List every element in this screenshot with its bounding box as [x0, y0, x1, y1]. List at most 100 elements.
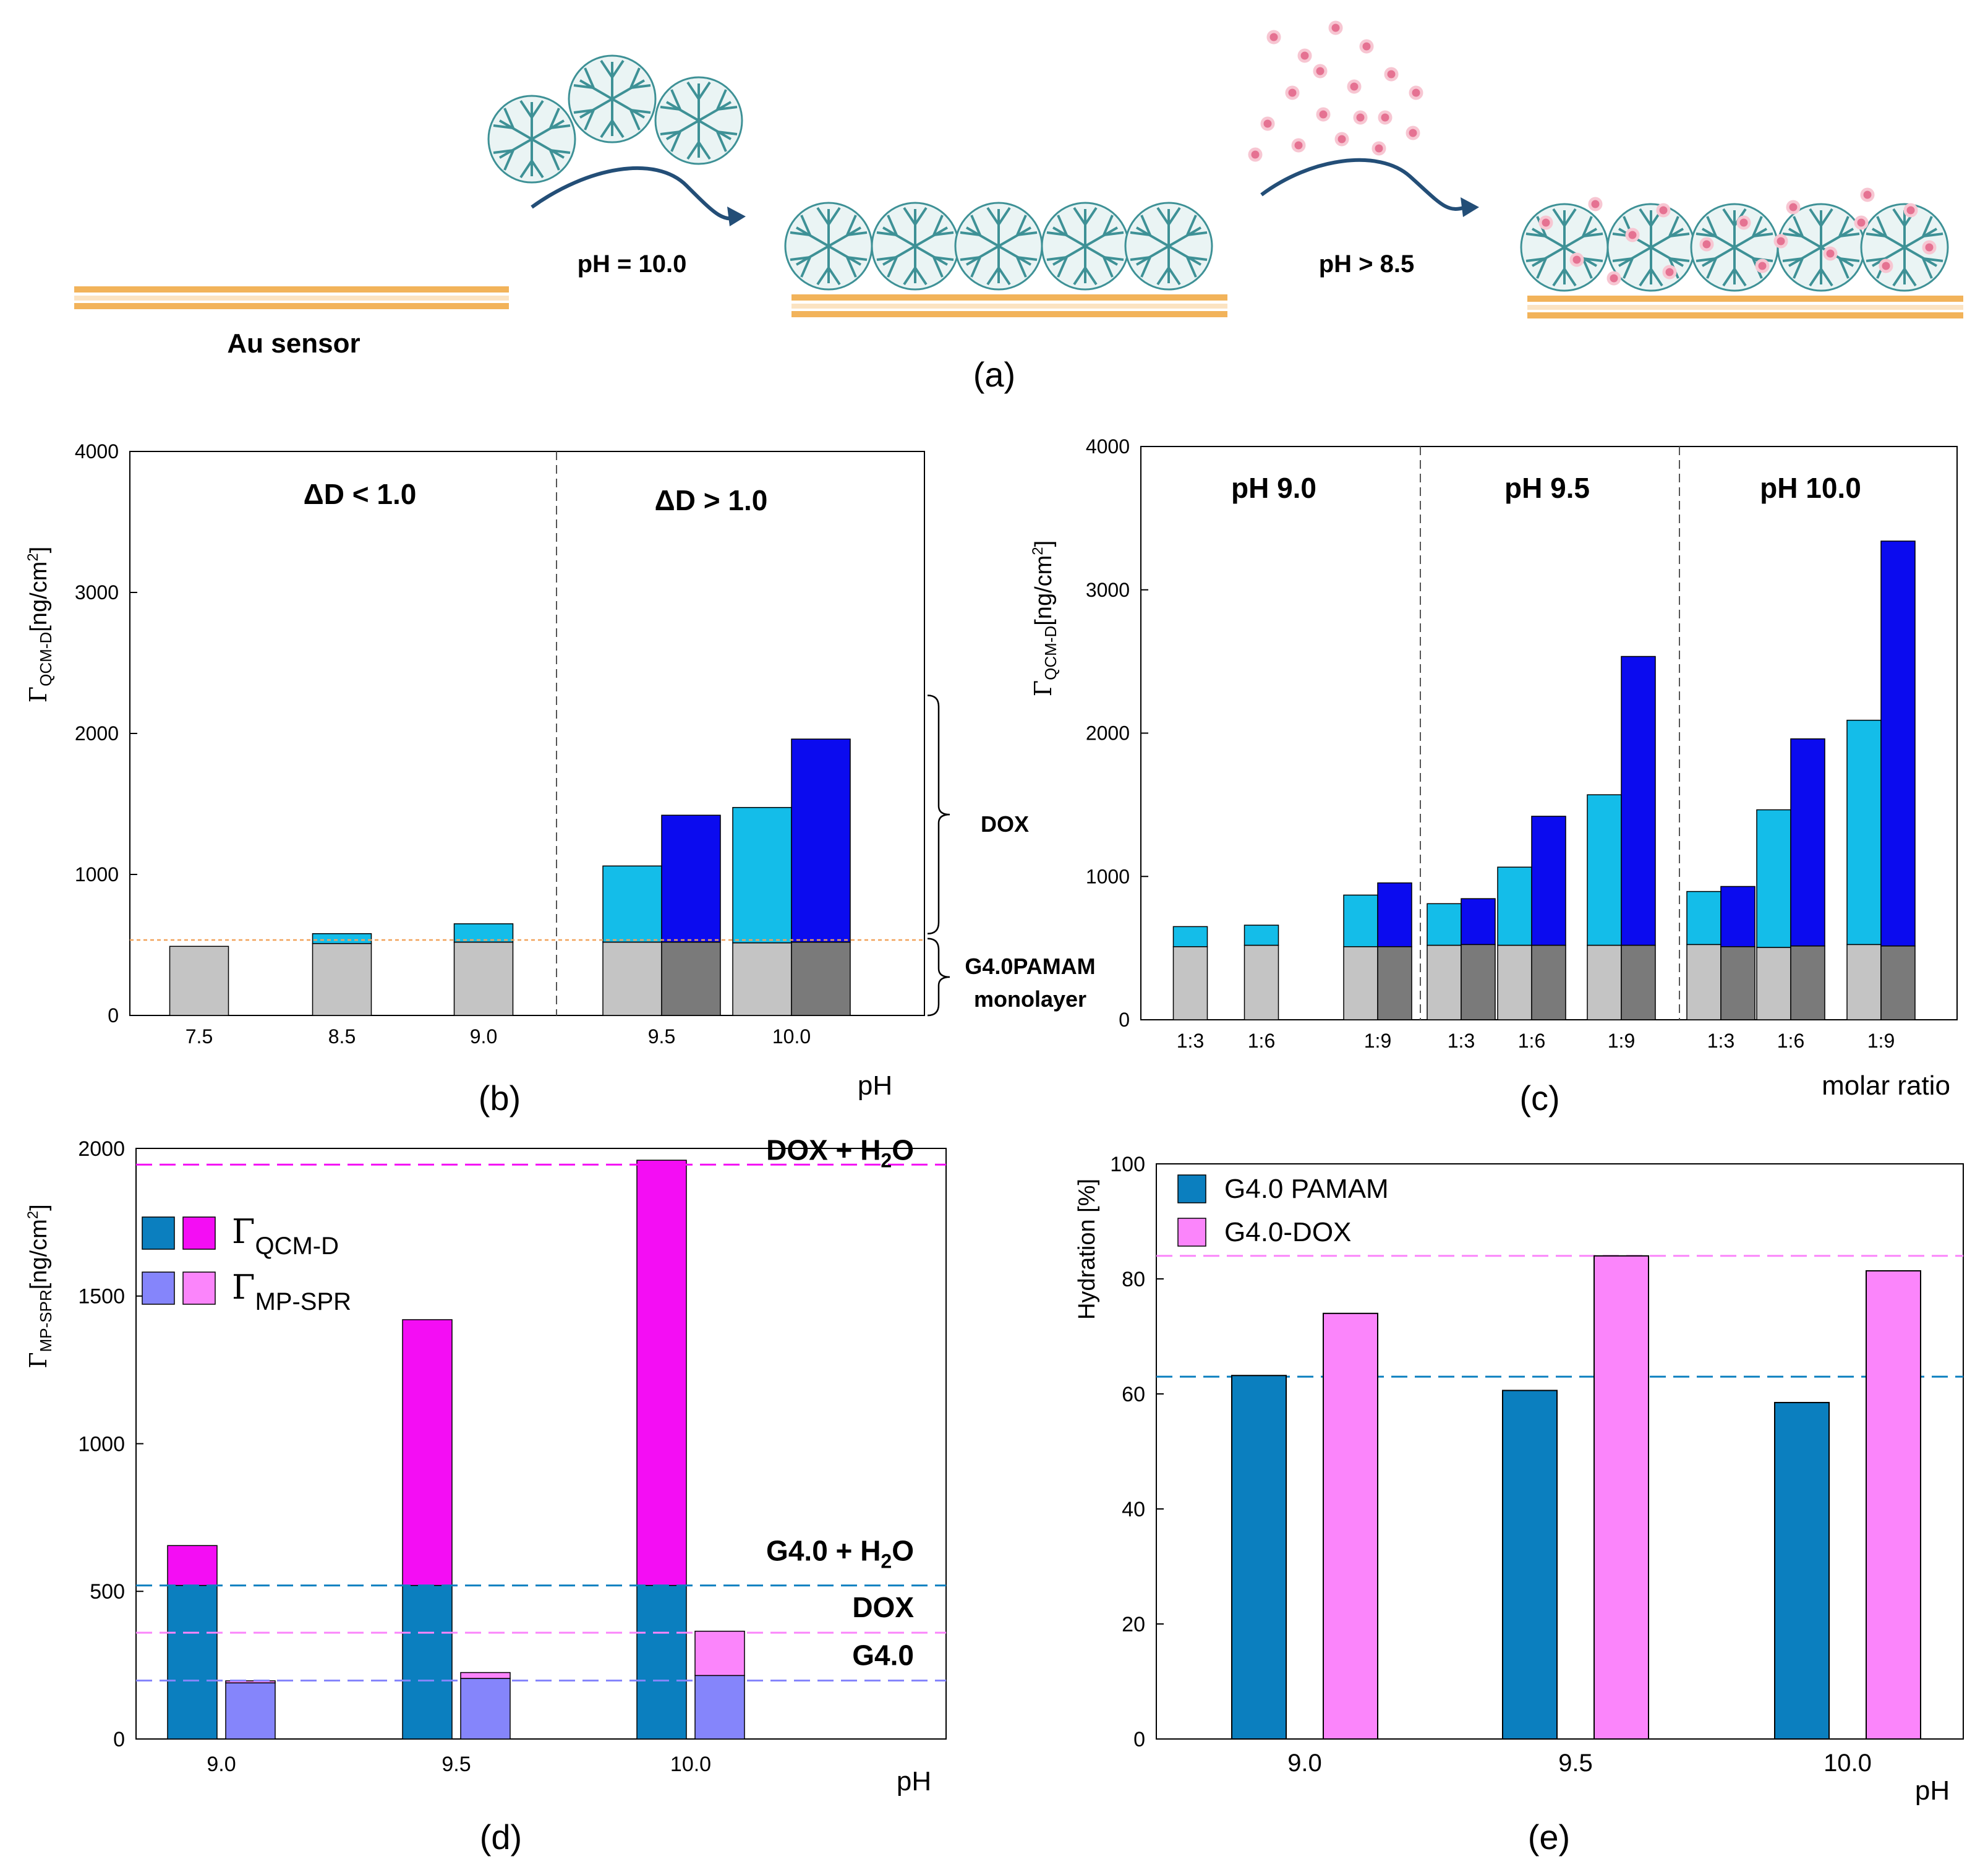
bar — [1593, 1255, 1649, 1740]
legend-swatch-pink — [182, 1271, 216, 1305]
arrow-icon — [531, 166, 743, 221]
region-label: ΔD > 1.0 — [655, 484, 768, 516]
x-tick-label: 9.5 — [1558, 1750, 1593, 1777]
bar-layer — [1231, 1255, 1921, 1740]
legend-swatch-teal — [1177, 1174, 1206, 1203]
legend-label-qcmd: ΓQCM-D — [232, 1212, 339, 1260]
y-axis-label: ΓQCM-D[ng/cm2] — [1030, 540, 1060, 696]
bar-top-segment — [602, 865, 662, 943]
dendrimer-dox-layer-icon — [1520, 189, 1949, 292]
y-tick-label: 1000 — [75, 863, 119, 886]
panel-e: 0 20 40 60 80 100 9.0 9.5 10.0 G4.0 PAMAM G4.0-D… — [1074, 1153, 1964, 1856]
bar-base-segment — [602, 941, 662, 1016]
legend-label: G4.0-DOX — [1224, 1217, 1351, 1247]
legend-swatch-teal — [142, 1216, 175, 1250]
monolayer-brace-label: monolayer — [974, 986, 1086, 1012]
dendrimer-icon — [487, 54, 743, 184]
reference-line-label: G4.0 — [852, 1639, 914, 1671]
bar — [1231, 1375, 1287, 1740]
arrow-head-icon — [1461, 197, 1479, 217]
dendrimer-layer-icon — [784, 202, 1213, 291]
y-tick-label: 2000 — [78, 1137, 125, 1161]
y-tick-label: 2000 — [75, 722, 119, 745]
gold-sensor-icon — [74, 286, 509, 309]
bar-base-segment — [453, 941, 514, 1016]
bar-layer — [167, 1160, 745, 1740]
x-tick-label: 1:9 — [1364, 1030, 1391, 1052]
bar-top-segment — [1461, 898, 1496, 946]
y-tick-label: 1000 — [1086, 865, 1130, 887]
legend-swatch-magenta — [182, 1216, 216, 1250]
y-tick-label: 1000 — [78, 1432, 125, 1456]
legend-swatch-pink — [1177, 1218, 1206, 1247]
y-tick-label: 100 — [1110, 1153, 1145, 1176]
bar-base-segment — [636, 1584, 687, 1740]
region-label: pH 10.0 — [1760, 472, 1861, 504]
bar-top-segment — [167, 1545, 218, 1586]
bar-top-segment — [1790, 738, 1825, 947]
y-tick-label: 3000 — [1086, 579, 1130, 601]
bar-base-segment — [460, 1678, 511, 1740]
region-label: pH 9.0 — [1231, 472, 1316, 504]
x-tick-label: 9.0 — [1287, 1750, 1322, 1777]
gold-sensor-icon — [1527, 296, 1963, 318]
bar-base-segment — [1343, 946, 1378, 1020]
bar-base-segment — [1880, 945, 1916, 1020]
x-tick-label: 7.5 — [186, 1025, 213, 1048]
y-tick-label: 0 — [108, 1004, 119, 1027]
y-tick-label: 80 — [1122, 1268, 1145, 1291]
panel-e-caption: (e) — [1528, 1818, 1570, 1856]
dox-particle-icon — [1250, 22, 1422, 160]
dox-brace — [927, 694, 950, 935]
gold-sensor-icon — [791, 294, 1227, 317]
bar-base-segment — [1497, 944, 1532, 1020]
panel-b: 0 1000 2000 3000 4000 7.5 8.5 9.0 9.5 10.0 ΔD < 1… — [25, 440, 1096, 1117]
bar-top-segment — [1172, 926, 1208, 947]
bar-base-segment — [661, 941, 721, 1016]
x-tick-label: 10.0 — [670, 1753, 711, 1776]
legend: G4.0 PAMAM G4.0-DOX — [1177, 1174, 1389, 1247]
x-axis-label: pH — [858, 1070, 892, 1101]
x-tick-label: 1:6 — [1248, 1030, 1275, 1052]
bar-top-segment — [460, 1672, 511, 1679]
x-tick-label: 10.0 — [1824, 1750, 1872, 1777]
x-tick-label: 9.0 — [207, 1753, 236, 1776]
x-axis-label: pH — [1915, 1775, 1950, 1806]
bar-base-segment — [1587, 944, 1622, 1020]
axis-ticks: 0 500 1000 1500 2000 9.0 9.5 10.0 — [78, 1137, 711, 1776]
bar-base-segment — [1377, 946, 1412, 1020]
bar-top-segment — [1244, 925, 1279, 946]
reference-lines — [1156, 1255, 1963, 1378]
bar-top-segment — [1343, 894, 1378, 947]
panel-c-caption: (c) — [1519, 1079, 1559, 1117]
bar-top-segment — [1756, 809, 1791, 948]
bar-top-segment — [661, 814, 721, 943]
bar — [1502, 1390, 1558, 1740]
x-tick-label: 1:3 — [1707, 1030, 1734, 1052]
bar-base-segment — [167, 1584, 218, 1740]
bar-base-segment — [1427, 944, 1462, 1020]
axis-ticks: 0 1000 2000 3000 4000 7.5 8.5 9.0 9.5 10.0 — [75, 440, 811, 1048]
region-label: ΔD < 1.0 — [304, 478, 417, 510]
bar-base-segment — [402, 1584, 453, 1740]
x-tick-label: 1:3 — [1177, 1030, 1204, 1052]
bar-top-segment — [1720, 886, 1755, 947]
x-tick-label: 8.5 — [328, 1025, 356, 1048]
bar-top-segment — [1686, 891, 1721, 946]
panel-b-caption: (b) — [479, 1079, 521, 1117]
monolayer-brace-label: G4.0PAMAM — [965, 954, 1095, 979]
bar-base-segment — [1244, 944, 1279, 1020]
bar-layer — [169, 738, 851, 1016]
y-tick-label: 60 — [1122, 1383, 1145, 1406]
reference-lines: DOX + H2O G4.0 + H2O DOX G4.0 — [136, 1134, 946, 1681]
y-tick-label: 0 — [113, 1728, 125, 1751]
panel-d: 0 500 1000 1500 2000 9.0 9.5 10.0 DOX + H2O G4.0… — [25, 1134, 947, 1856]
reference-line-label: DOX + H2O — [766, 1134, 914, 1171]
x-tick-label: 1:6 — [1777, 1030, 1804, 1052]
bar-base-segment — [1846, 944, 1882, 1020]
bar-base-segment — [1790, 945, 1825, 1020]
bar-top-segment — [225, 1680, 276, 1684]
bar — [1866, 1270, 1921, 1740]
bar-top-segment — [1587, 794, 1622, 946]
